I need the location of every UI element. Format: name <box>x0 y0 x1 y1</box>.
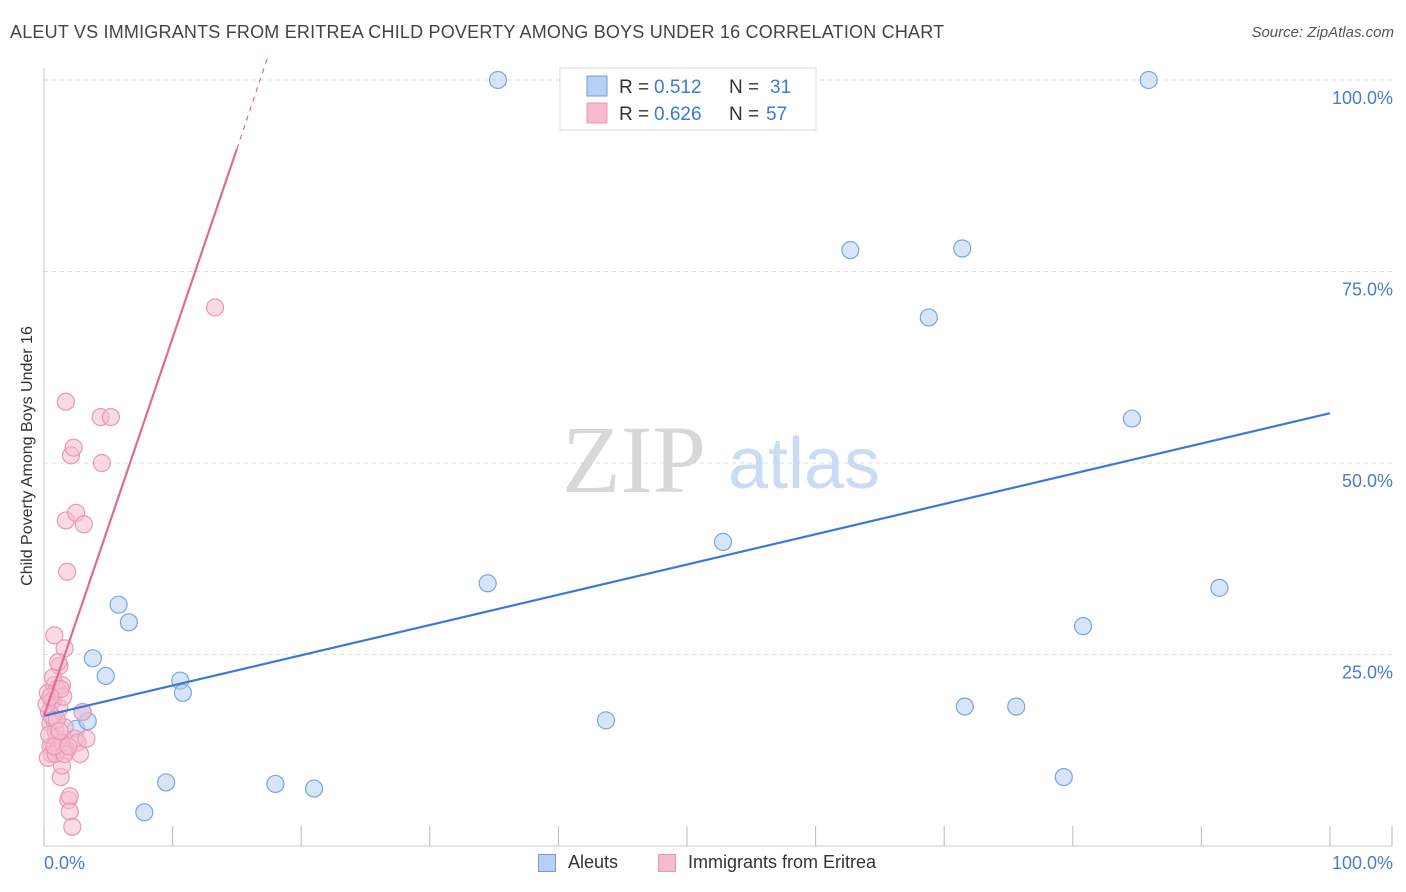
chart-title: ALEUT VS IMMIGRANTS FROM ERITREA CHILD P… <box>10 22 945 42</box>
point-aleuts <box>157 773 176 792</box>
point-eritrea <box>77 729 96 748</box>
legend-swatch-eritrea-bottom <box>658 853 676 872</box>
point-aleuts <box>1007 697 1026 716</box>
watermark-zip: ZIP <box>562 406 706 513</box>
point-aleuts <box>1139 70 1158 90</box>
trendline-eritrea <box>42 148 238 717</box>
tick-labels: 25.0% 50.0% 75.0% 100.0% 0.0% 100.0% <box>44 88 1393 873</box>
point-aleuts <box>1073 617 1093 636</box>
x-tick-label-min: 0.0% <box>44 853 85 873</box>
point-aleuts <box>119 613 138 632</box>
point-eritrea <box>92 453 111 473</box>
point-eritrea <box>56 392 75 411</box>
axes <box>43 68 1393 847</box>
point-aleuts <box>955 697 974 716</box>
trend-lines <box>42 56 1331 717</box>
point-aleuts <box>919 308 938 327</box>
point-eritrea <box>45 626 64 645</box>
point-eritrea <box>101 407 120 427</box>
point-aleuts <box>96 666 115 686</box>
legend-swatch-eritrea <box>586 102 608 124</box>
y-tick-label: 50.0% <box>1342 471 1393 491</box>
trendline-aleuts <box>43 412 1331 717</box>
point-eritrea <box>205 298 225 317</box>
point-eritrea <box>49 653 68 672</box>
legend-bottom: Aleuts Immigrants from Eritrea <box>0 852 1406 878</box>
point-aleuts <box>135 803 154 822</box>
point-aleuts <box>478 574 497 593</box>
point-aleuts <box>304 779 324 798</box>
x-tick-label-max: 100.0% <box>1332 853 1393 873</box>
trendline-eritrea-extension <box>236 56 269 150</box>
legend-n-label-2: N = <box>729 104 759 125</box>
legend-n-value-1: 31 <box>770 77 791 98</box>
legend-n-label-1: N = <box>729 77 759 98</box>
point-aleuts <box>109 595 128 614</box>
legend-swatch-aleuts-bottom <box>538 853 556 872</box>
legend-top: R = 0.512 N = 31 R = 0.626 N = 57 <box>559 67 817 131</box>
point-aleuts <box>596 711 616 730</box>
legend-label-aleuts: Aleuts <box>568 852 619 872</box>
y-tick-label: 100.0% <box>1332 88 1393 108</box>
watermark-atlas: atlas <box>728 424 880 504</box>
watermark: ZIP atlas <box>562 406 880 513</box>
point-eritrea <box>64 438 83 457</box>
legend-swatch-aleuts <box>586 75 608 97</box>
point-aleuts <box>1054 767 1073 787</box>
point-aleuts <box>266 774 285 794</box>
point-aleuts <box>1122 409 1142 428</box>
point-eritrea <box>60 787 79 806</box>
legend-item-aleuts: Aleuts <box>538 852 618 873</box>
point-aleuts <box>713 532 733 551</box>
point-eritrea <box>60 802 79 821</box>
point-aleuts <box>488 70 508 90</box>
legend-r-label-1: R = <box>619 77 649 98</box>
point-aleuts <box>83 649 102 668</box>
legend-item-eritrea: Immigrants from Eritrea <box>658 852 876 873</box>
point-aleuts <box>953 239 972 258</box>
point-aleuts <box>841 240 860 260</box>
grid-lines <box>44 79 1392 655</box>
legend-label-eritrea: Immigrants from Eritrea <box>688 852 877 872</box>
point-eritrea <box>50 721 69 741</box>
point-aleuts <box>1210 578 1229 597</box>
legend-r-label-2: R = <box>619 104 649 125</box>
y-tick-label: 25.0% <box>1342 663 1393 683</box>
y-tick-label: 75.0% <box>1342 280 1393 300</box>
point-eritrea <box>58 562 77 581</box>
point-eritrea <box>74 515 93 534</box>
legend-r-value-1: 0.512 <box>654 77 702 98</box>
legend-r-value-2: 0.626 <box>654 104 702 125</box>
source-label: Source: ZipAtlas.com <box>1251 24 1394 41</box>
point-eritrea <box>63 817 82 836</box>
legend-n-value-2: 57 <box>766 104 787 125</box>
point-aleuts <box>173 683 192 702</box>
point-eritrea <box>59 737 78 756</box>
